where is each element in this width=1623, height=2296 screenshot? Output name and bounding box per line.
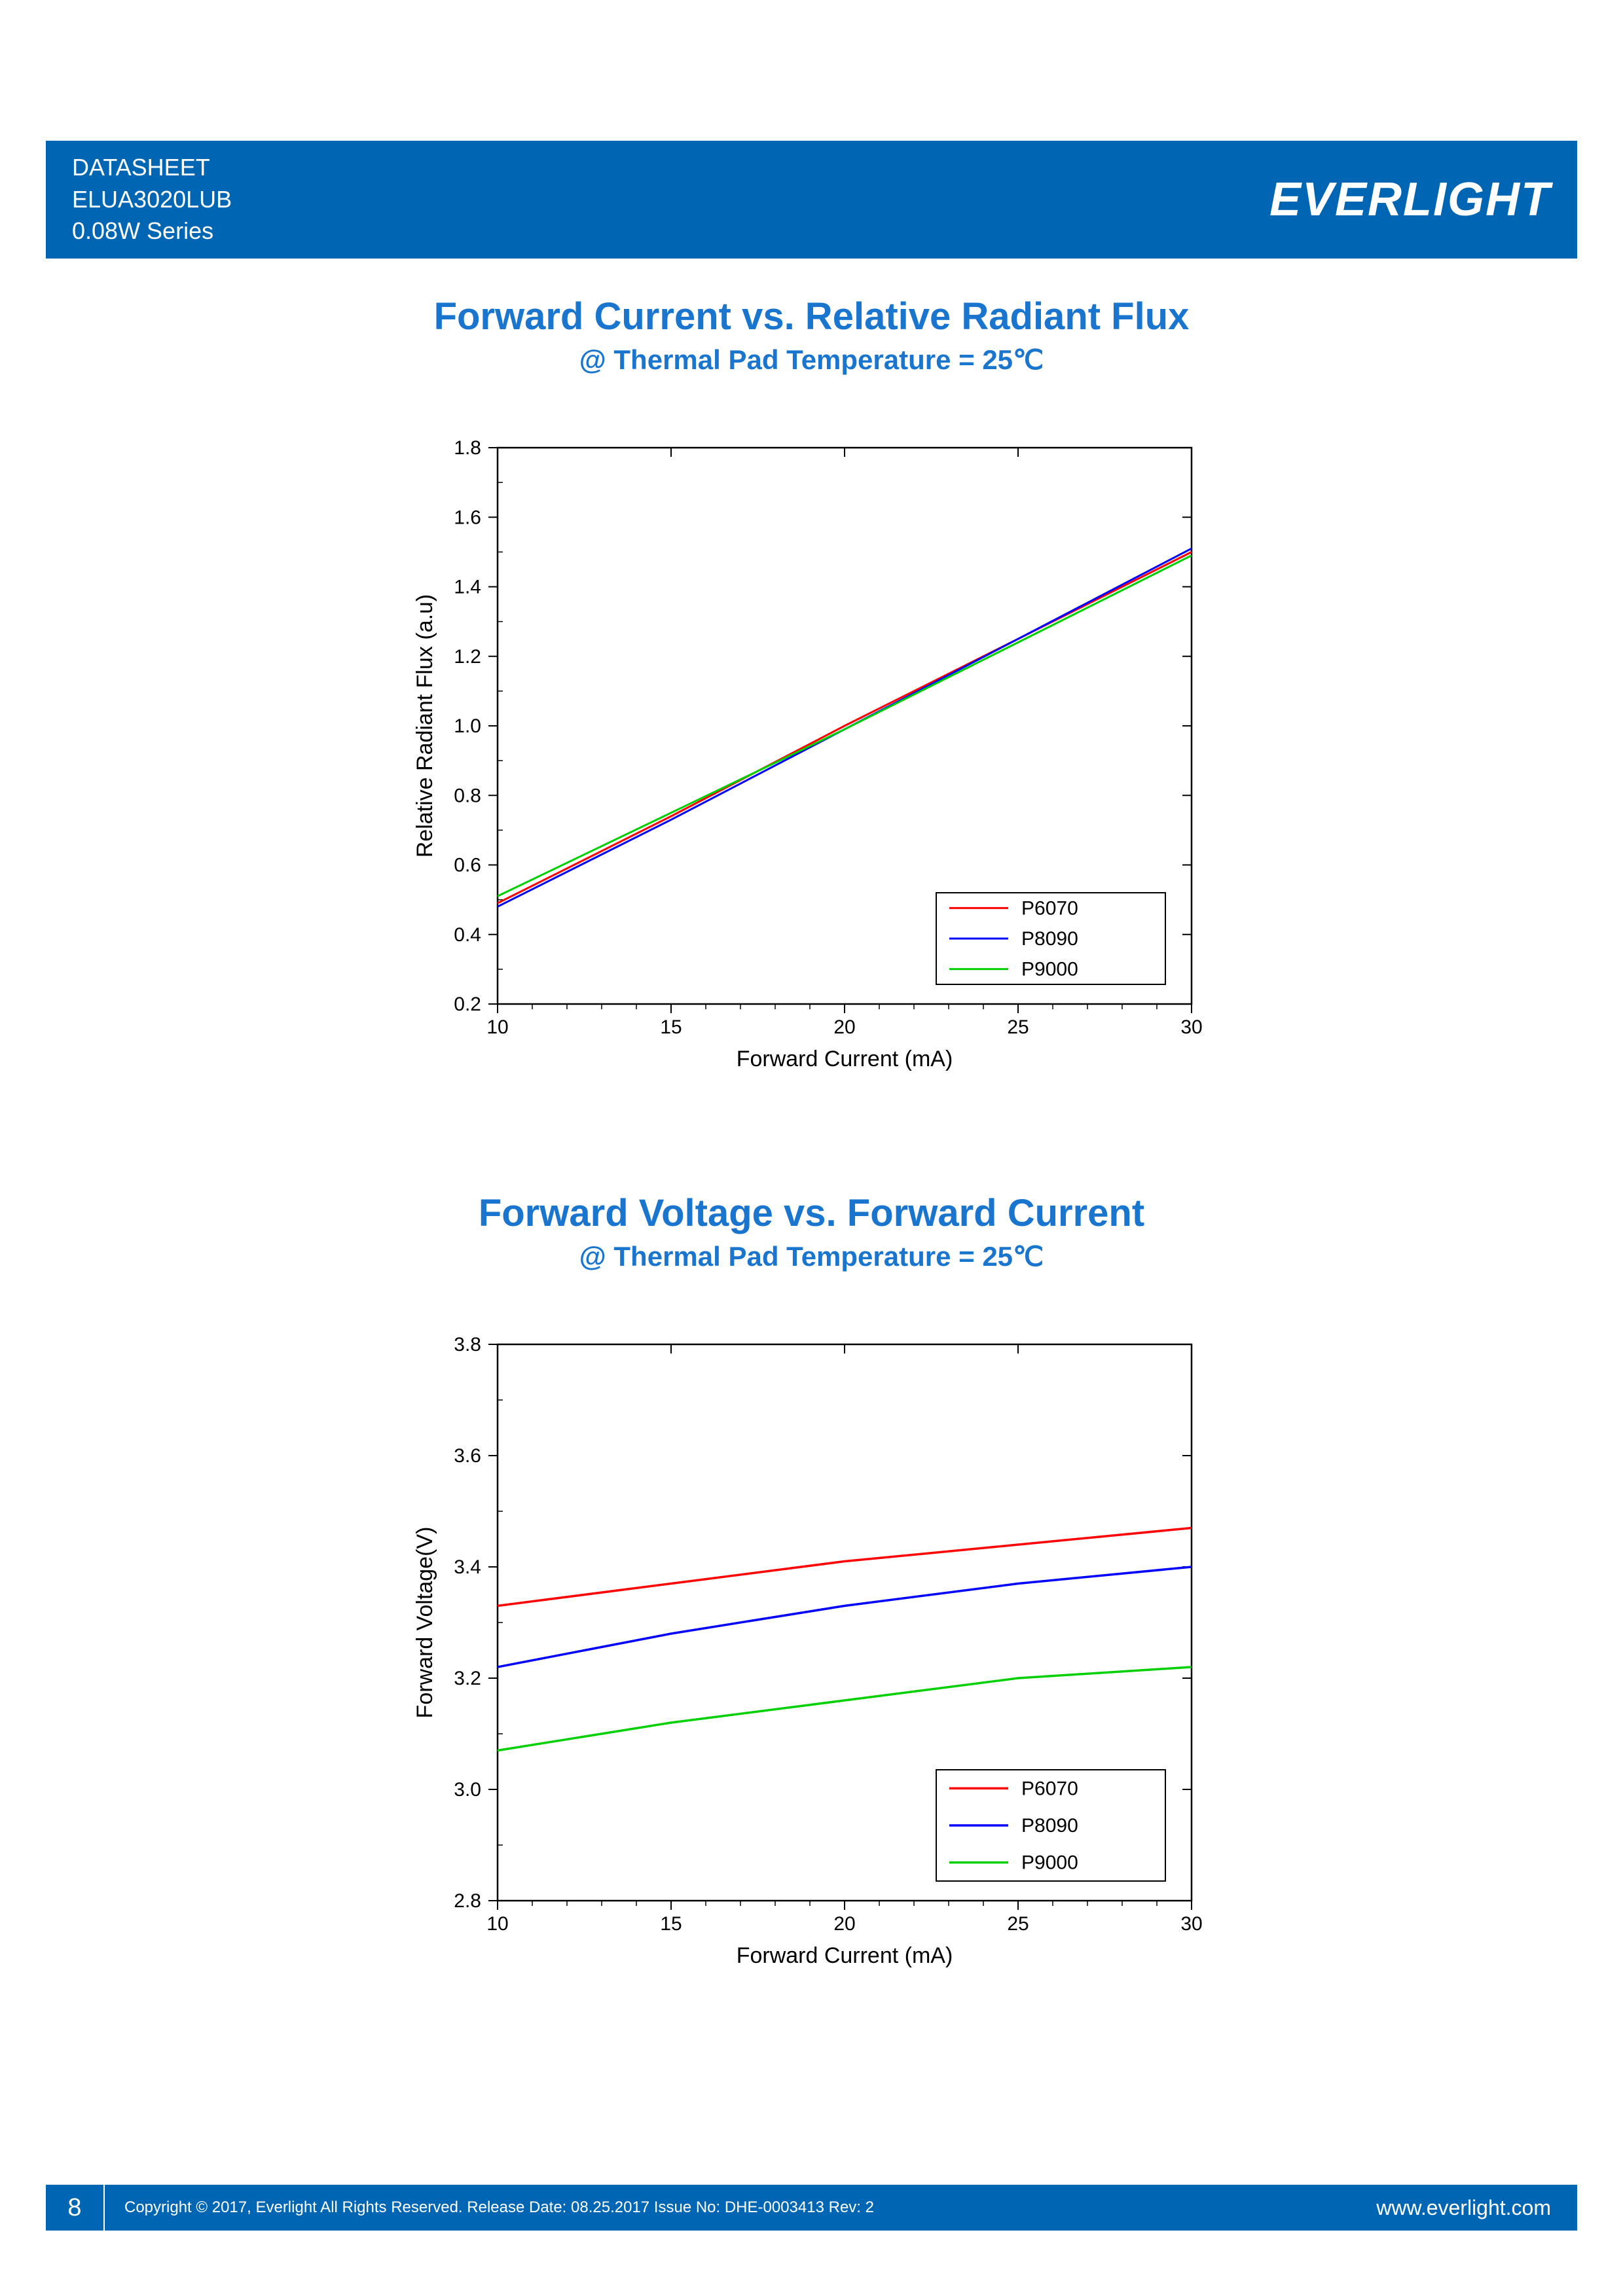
svg-text:P6070: P6070 bbox=[1021, 1778, 1078, 1799]
svg-text:0.4: 0.4 bbox=[454, 924, 481, 946]
svg-text:2.8: 2.8 bbox=[454, 1890, 481, 1912]
header-line2: ELUA3020LUB bbox=[72, 184, 232, 216]
svg-text:Forward Current (mA): Forward Current (mA) bbox=[736, 1943, 953, 1968]
svg-text:15: 15 bbox=[660, 1913, 682, 1935]
svg-text:P6070: P6070 bbox=[1021, 897, 1078, 919]
svg-text:20: 20 bbox=[833, 1016, 855, 1038]
svg-text:20: 20 bbox=[833, 1913, 855, 1935]
svg-text:3.8: 3.8 bbox=[454, 1334, 481, 1355]
chart2-plot: 10 15 20 25 30 2.8 3.0 3.2 3.4 3.6 3.8 Forward Curr… bbox=[393, 1312, 1231, 1982]
footer-bar: 8 Copyright © 2017, Everlight All Rights… bbox=[46, 2185, 1577, 2231]
svg-text:25: 25 bbox=[1007, 1913, 1029, 1935]
header-line1: DATASHEET bbox=[72, 152, 232, 184]
brand-logo: EVERLIGHT bbox=[1269, 173, 1551, 226]
svg-text:1.8: 1.8 bbox=[454, 437, 481, 459]
svg-text:Relative Radiant Flux (a.u): Relative Radiant Flux (a.u) bbox=[412, 594, 437, 858]
chart1-title: Forward Current vs. Relative Radiant Flu… bbox=[0, 295, 1623, 338]
chart-svg: 10 15 20 25 30 0.2 0.4 0.6 0.8 1.0 1.2 1.4 1.6 1.8 For… bbox=[393, 415, 1231, 1083]
header-bar: DATASHEET ELUA3020LUB 0.08W Series EVERL… bbox=[46, 141, 1577, 259]
svg-text:P8090: P8090 bbox=[1021, 1815, 1078, 1837]
svg-text:3.6: 3.6 bbox=[454, 1445, 481, 1467]
svg-text:0.2: 0.2 bbox=[454, 994, 481, 1015]
svg-text:1.4: 1.4 bbox=[454, 577, 481, 598]
chart-section-flux: Forward Current vs. Relative Radiant Flu… bbox=[0, 295, 1623, 1086]
svg-text:1.0: 1.0 bbox=[454, 715, 481, 737]
svg-text:15: 15 bbox=[660, 1016, 682, 1038]
svg-text:0.6: 0.6 bbox=[454, 855, 481, 876]
svg-text:0.8: 0.8 bbox=[454, 785, 481, 806]
svg-text:1.6: 1.6 bbox=[454, 507, 481, 528]
svg-text:30: 30 bbox=[1180, 1913, 1202, 1935]
svg-text:10: 10 bbox=[486, 1016, 508, 1038]
svg-text:3.2: 3.2 bbox=[454, 1668, 481, 1689]
header-line3: 0.08W Series bbox=[72, 215, 232, 247]
footer-copyright: Copyright © 2017, Everlight All Rights R… bbox=[124, 2198, 1376, 2217]
svg-text:3.4: 3.4 bbox=[454, 1556, 481, 1578]
chart-svg: 10 15 20 25 30 2.8 3.0 3.2 3.4 3.6 3.8 Forward Curr… bbox=[393, 1312, 1231, 1979]
footer-url: www.everlight.com bbox=[1376, 2196, 1551, 2220]
chart1-plot: 10 15 20 25 30 0.2 0.4 0.6 0.8 1.0 1.2 1.4 1.6 1.8 For… bbox=[393, 415, 1231, 1086]
svg-text:25: 25 bbox=[1007, 1016, 1029, 1038]
svg-text:P8090: P8090 bbox=[1021, 928, 1078, 950]
page-number: 8 bbox=[46, 2185, 105, 2231]
svg-text:10: 10 bbox=[486, 1913, 508, 1935]
chart2-title: Forward Voltage vs. Forward Current bbox=[0, 1191, 1623, 1235]
svg-text:P9000: P9000 bbox=[1021, 1852, 1078, 1874]
svg-text:Forward Voltage(V): Forward Voltage(V) bbox=[412, 1527, 437, 1719]
svg-text:3.0: 3.0 bbox=[454, 1779, 481, 1801]
chart1-subtitle: @ Thermal Pad Temperature = 25℃ bbox=[0, 344, 1623, 376]
header-product-info: DATASHEET ELUA3020LUB 0.08W Series bbox=[72, 152, 232, 247]
chart2-subtitle: @ Thermal Pad Temperature = 25℃ bbox=[0, 1240, 1623, 1272]
svg-text:30: 30 bbox=[1180, 1016, 1202, 1038]
chart-section-voltage: Forward Voltage vs. Forward Current @ Th… bbox=[0, 1191, 1623, 1982]
svg-text:Forward Current (mA): Forward Current (mA) bbox=[736, 1047, 953, 1071]
svg-text:P9000: P9000 bbox=[1021, 959, 1078, 980]
svg-text:1.2: 1.2 bbox=[454, 646, 481, 668]
